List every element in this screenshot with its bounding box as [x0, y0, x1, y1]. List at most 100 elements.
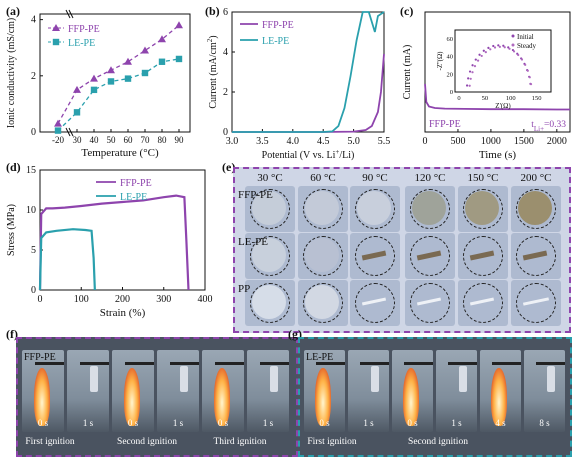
chart-c-inset-point	[465, 84, 469, 87]
chart-c-inset-point	[492, 44, 495, 48]
chart-c-inset-legend-label: Initial	[517, 33, 534, 41]
chart-c-inset-point	[467, 77, 470, 80]
panel-e-dashed-circle	[250, 236, 290, 276]
ignition-time-label: 0 s	[319, 418, 330, 428]
panel-e-photo	[350, 233, 400, 279]
holder-rod	[316, 362, 345, 365]
panel-e-photo	[511, 186, 561, 232]
panel-e-photo	[245, 233, 295, 279]
ignition-photo: 1 s	[348, 350, 389, 432]
panel-e-photo	[245, 280, 295, 326]
panel-e-separator-disc	[252, 285, 286, 319]
panel-e-dashed-circle	[516, 283, 556, 323]
panel-label-c: (c)	[400, 4, 414, 18]
chart-c-xtick-label: 500	[450, 136, 465, 147]
chart-b-ytick-label: 6	[223, 7, 228, 18]
ignition-time-label: 1 s	[451, 418, 462, 428]
chart-c-xlabel: Time (s)	[479, 149, 517, 161]
chart-a-axis-break	[68, 9, 74, 19]
chart-c-inset-point	[528, 76, 531, 79]
panel-e-dashed-circle	[463, 236, 503, 276]
chart-c-inset-point	[468, 70, 472, 73]
separator-sample	[90, 366, 99, 392]
panel-e-photo	[298, 280, 348, 326]
chart-a-axis-break	[65, 127, 71, 137]
panel-e-temperature-label: 200 °C	[520, 172, 552, 184]
chart-c-inset-xtick-label: 150	[532, 95, 542, 102]
chart-c-inset-point	[468, 84, 471, 87]
chart-d-ytick-label: 5	[31, 245, 36, 256]
ignition-caption: Second ignition	[117, 437, 177, 447]
ignition-time-label: 1 s	[172, 418, 184, 428]
chart-c-frame	[424, 11, 571, 133]
separator-sample	[270, 366, 279, 392]
ignition-time-label: 1 s	[262, 418, 274, 428]
chart-a-point	[73, 85, 81, 93]
chart-d-ylabel: Stress (MPa)	[6, 204, 17, 256]
panel-e-separator-disc	[305, 285, 339, 319]
chart-c-inset-point	[508, 47, 511, 50]
ignition-time-label: 0 s	[217, 418, 229, 428]
flame	[33, 368, 50, 426]
holder-rod	[492, 362, 521, 365]
panel-e-photo	[298, 233, 348, 279]
panel-e-separator-disc	[412, 191, 446, 225]
chart-c-inset-point	[489, 48, 492, 51]
ignition-photo: 0 s	[202, 350, 244, 432]
chart-b-xtick-label: 3.0	[226, 136, 239, 147]
chart-a-ylabel: Ionic conductivity (mS/cm)	[6, 18, 17, 129]
chart-c-inset-point	[482, 49, 485, 52]
ignition-photo: 0 s	[22, 350, 64, 432]
panel-label-f: (f)	[6, 327, 18, 341]
chart-c-series-label: FFP-PE	[429, 119, 461, 130]
chart-a-point	[175, 21, 183, 29]
chart-c-xtick-label: 2000	[547, 136, 567, 147]
ignition-photo: 0 s	[304, 350, 345, 432]
flame	[403, 368, 420, 426]
panel-e-photo	[458, 186, 508, 232]
chart-d-legend-label: LE-PE	[120, 192, 147, 203]
panel-e-dashed-circle	[250, 283, 290, 323]
holder-rod	[214, 362, 244, 365]
panel-e-photo	[350, 186, 400, 232]
ignition-photo: 1 s	[67, 350, 109, 432]
chart-c-inset-point	[471, 64, 474, 67]
chart-d-series-line-1	[38, 228, 96, 291]
ignition-time-label: 0 s	[407, 418, 418, 428]
holder-rod	[79, 362, 109, 365]
chart-a-point	[54, 119, 62, 127]
chart-a-axis-break	[65, 9, 71, 19]
holder-rod	[169, 362, 199, 365]
panel-e-photo	[350, 280, 400, 326]
panel-e-separator-disc	[252, 238, 286, 272]
chart-c-xtick-label: 0	[423, 136, 428, 147]
chart-c-inset-ylabel: -Z''(Ω)	[436, 51, 444, 71]
chart-c-inset-point	[512, 50, 516, 53]
chart-b-legend-label: FFP-PE	[262, 20, 294, 31]
chart-a-point	[90, 74, 98, 82]
panel-e-photo	[298, 186, 348, 232]
panel-e-dashed-circle	[410, 283, 450, 323]
holder-rod	[404, 362, 433, 365]
holder-rod	[34, 362, 64, 365]
ignition-time-label: 0 s	[127, 418, 139, 428]
chart-a-point	[90, 86, 98, 94]
chart-a-point	[107, 78, 115, 85]
chart-a-xtick-label: 30	[73, 135, 83, 145]
panel-e-separator-disc	[518, 191, 552, 225]
panel-e-temperature-label: 60 °C	[310, 172, 336, 184]
chart-c-inset-point	[469, 77, 472, 80]
chart-d-xtick-label: 0	[38, 294, 43, 305]
chart-c-inset-point	[476, 59, 480, 62]
chart-c-inset-point	[474, 58, 477, 61]
chart-c-inset-ytick-label: 60	[447, 36, 454, 43]
chart-b-xtick-label: 3.5	[256, 136, 269, 147]
chart-c-inset-point	[498, 45, 501, 48]
chart-a-xtick-label: 50	[107, 135, 117, 145]
panel-label-d: (d)	[6, 160, 21, 174]
chart-d-ytick-label: 10	[26, 205, 36, 216]
panel-e-dashed-circle	[303, 189, 343, 229]
chart-c-inset-ytick-label: 0	[450, 89, 453, 96]
chart-c-inset-point	[487, 46, 490, 49]
